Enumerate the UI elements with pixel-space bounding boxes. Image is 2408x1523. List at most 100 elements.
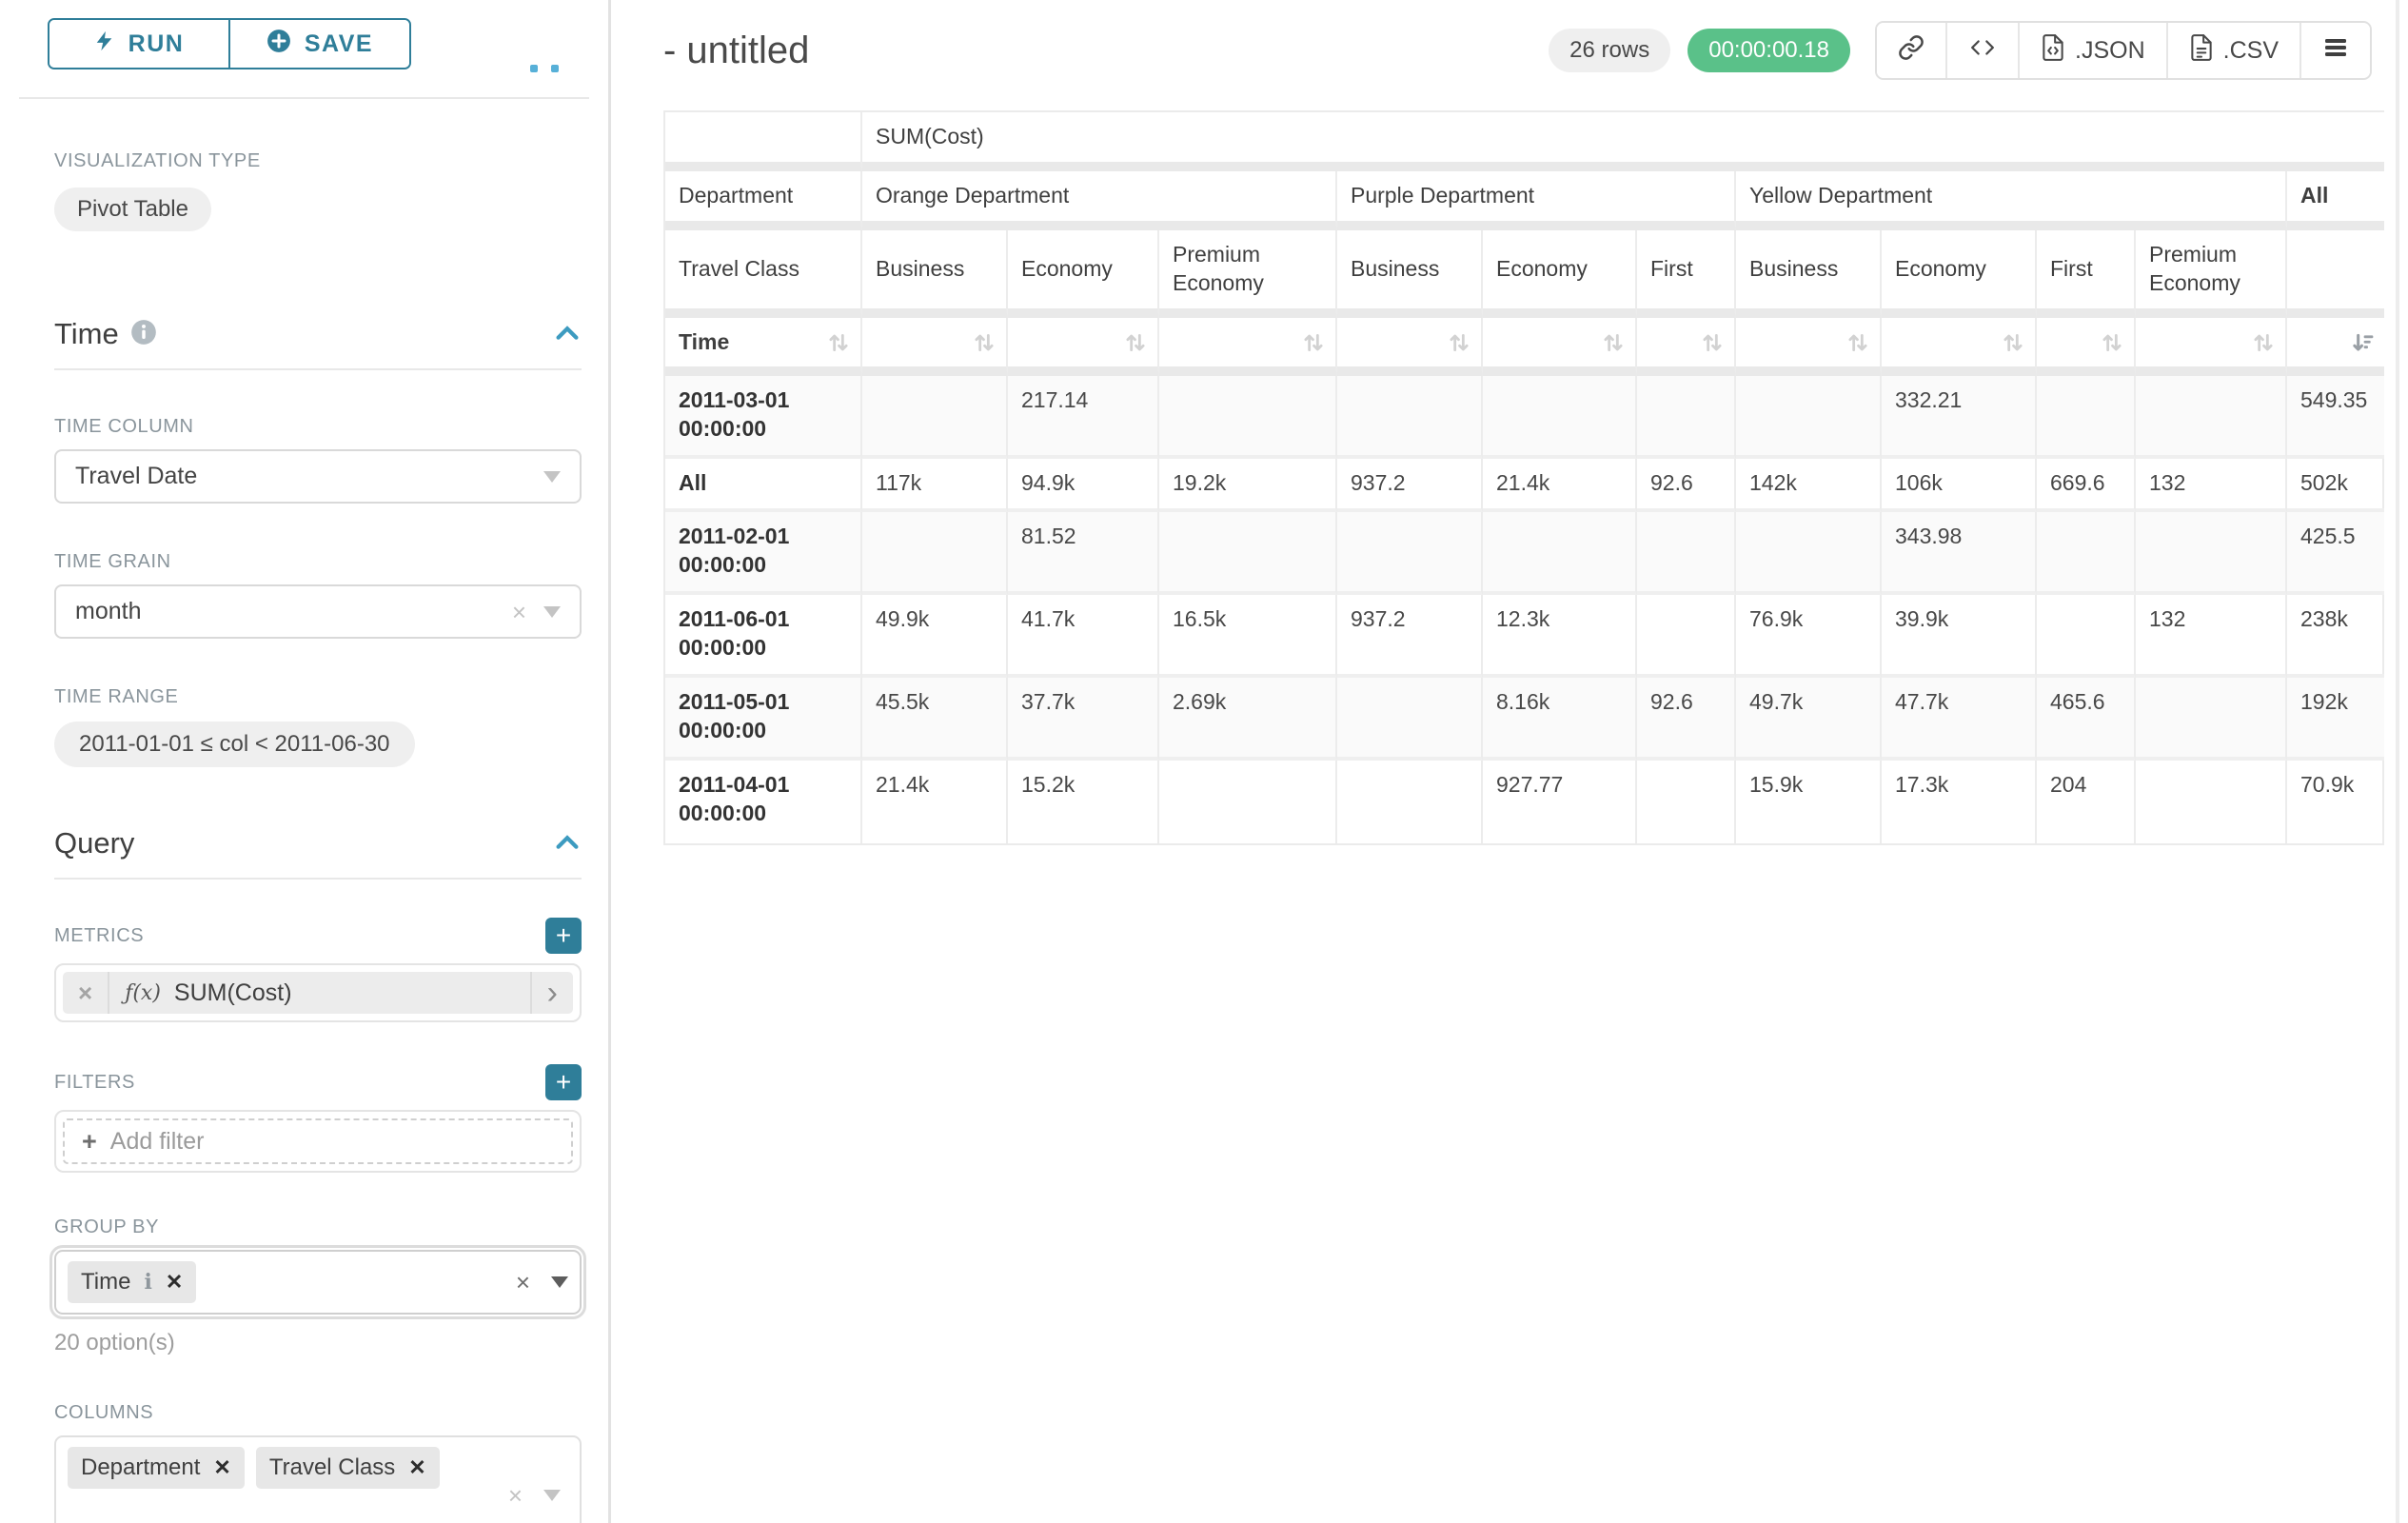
pivot-row-header: 2011-03-01 00:00:00	[665, 376, 862, 460]
sort-descending-icon[interactable]	[2350, 331, 2375, 354]
add-filter-dropzone[interactable]: + Add filter	[63, 1118, 573, 1164]
pivot-sort-cell[interactable]	[1637, 317, 1736, 377]
group-by-select[interactable]: Time i ✕ ×	[49, 1245, 586, 1319]
pivot-header-label: Orange Department	[876, 182, 1070, 208]
metric-chip[interactable]: × ƒ(x) SUM(Cost) ›	[63, 972, 573, 1014]
pivot-sort-cell[interactable]	[2136, 317, 2287, 377]
pivot-class-header: Business	[862, 229, 1008, 318]
pivot-sort-cell[interactable]	[1483, 317, 1637, 377]
remove-metric-icon[interactable]: ×	[63, 972, 110, 1014]
pivot-value-cell: 92.6	[1637, 459, 1736, 513]
plus-circle-icon	[266, 29, 291, 60]
chip-remove-icon[interactable]: ✕	[165, 1270, 184, 1294]
pivot-sort-cell[interactable]	[1337, 317, 1483, 377]
pivot-value-cell: 8.16k	[1483, 678, 1637, 762]
pivot-value-cell	[1337, 678, 1483, 762]
row-count-badge: 26 rows	[1549, 29, 1671, 72]
panel-resize-handle[interactable]	[530, 65, 559, 72]
pivot-value-cell: 76.9k	[1736, 595, 1882, 679]
sort-arrows-icon[interactable]	[826, 331, 851, 354]
x-icon[interactable]: ×	[507, 1481, 523, 1510]
sort-arrows-icon[interactable]	[972, 331, 997, 354]
pivot-sort-cell[interactable]	[1008, 317, 1159, 377]
chevron-up-icon[interactable]	[553, 323, 582, 346]
pivot-department-header: All	[2287, 170, 2385, 230]
share-link-button[interactable]	[1877, 23, 1946, 78]
pivot-value-cell	[1637, 595, 1736, 679]
chart-title[interactable]: - untitled	[663, 29, 810, 71]
pivot-value-cell: 81.52	[1008, 512, 1159, 596]
chevron-right-icon[interactable]: ›	[529, 972, 573, 1014]
pivot-class-header: Economy	[1008, 229, 1159, 318]
x-icon[interactable]: ×	[511, 597, 526, 626]
export-csv-button[interactable]: .CSV	[2165, 23, 2299, 78]
time-column-select[interactable]: Travel Date	[54, 449, 582, 504]
columns-chip[interactable]: Department ✕	[68, 1447, 245, 1489]
pivot-sort-cell[interactable]	[1736, 317, 1882, 377]
pivot-sort-cell[interactable]: Time	[665, 317, 862, 377]
pivot-value-cell: 106k	[1882, 459, 2037, 513]
pivot-corner-cell	[665, 112, 862, 171]
pivot-row-header: 2011-02-01 00:00:00	[665, 512, 862, 596]
pivot-header-label: Purple Department	[1351, 182, 1535, 208]
pivot-sort-cell[interactable]	[862, 317, 1008, 377]
lightning-bolt-icon	[94, 30, 115, 59]
x-icon[interactable]: ×	[515, 1268, 530, 1296]
pivot-value-cell: 21.4k	[862, 761, 1008, 844]
scrollbar-track[interactable]	[2396, 0, 2399, 1523]
pivot-sort-cell[interactable]	[1159, 317, 1337, 377]
visualization-type-value[interactable]: Pivot Table	[54, 188, 211, 231]
sort-arrows-icon[interactable]	[1700, 331, 1725, 354]
pivot-value-cell	[2136, 376, 2287, 460]
sort-arrows-icon[interactable]	[1845, 331, 1870, 354]
sort-arrows-icon[interactable]	[1447, 331, 1471, 354]
chart-panel: - untitled 26 rows 00:00:00.18	[611, 0, 2408, 1523]
time-grain-select[interactable]: month ×	[54, 584, 582, 639]
pivot-class-header: Economy	[1882, 229, 2037, 318]
pivot-table-row: All 117k 94.9k 19.2k 937.2 21.4k 92.6 142k 106k 6…	[665, 459, 2385, 513]
pivot-sort-cell[interactable]	[1882, 317, 2037, 377]
columns-chip[interactable]: Travel Class ✕	[255, 1447, 440, 1489]
pivot-header-label: Business	[1749, 255, 1839, 281]
chevron-up-icon[interactable]	[553, 832, 582, 856]
pivot-sort-cell[interactable]	[2287, 317, 2385, 377]
sort-arrows-icon[interactable]	[1123, 331, 1148, 354]
pivot-value-cell: 217.14	[1008, 376, 1159, 460]
pivot-value-cell: 49.7k	[1736, 678, 1882, 762]
add-metric-button[interactable]: +	[545, 918, 582, 954]
pivot-row-header: 2011-05-01 00:00:00	[665, 678, 862, 762]
pivot-value-cell: 669.6	[2037, 459, 2136, 513]
sort-arrows-icon[interactable]	[2001, 331, 2025, 354]
save-button[interactable]: SAVE	[228, 20, 409, 68]
pivot-value-cell: 238k	[2287, 595, 2385, 679]
code-icon	[1968, 35, 1997, 67]
chip-remove-icon[interactable]: ✕	[408, 1455, 426, 1479]
export-button-group: .JSON .CSV	[1875, 21, 2372, 80]
pivot-value-cell: 937.2	[1337, 595, 1483, 679]
pivot-header-label: First	[2050, 255, 2093, 281]
columns-select[interactable]: Department ✕ Travel Class ✕ ×	[54, 1435, 582, 1523]
pivot-header-label: Business	[1351, 255, 1440, 281]
sort-arrows-icon[interactable]	[2251, 331, 2276, 354]
sort-arrows-icon[interactable]	[1601, 331, 1626, 354]
time-range-value[interactable]: 2011-01-01 ≤ col < 2011-06-30	[54, 722, 415, 767]
export-json-button[interactable]: .JSON	[2018, 23, 2166, 78]
caret-down-icon	[543, 470, 561, 483]
pivot-class-header: First	[2037, 229, 2136, 318]
pivot-value-cell: 2.69k	[1159, 678, 1337, 762]
menu-button[interactable]	[2299, 23, 2370, 78]
embed-code-button[interactable]	[1945, 23, 2019, 78]
query-section-title: Query	[54, 826, 135, 860]
control-panel-top: Chart Type RUN SAVE	[19, 0, 589, 99]
pivot-value-cell	[1483, 512, 1637, 596]
chip-remove-icon[interactable]: ✕	[213, 1455, 231, 1479]
run-button[interactable]: RUN	[49, 20, 228, 68]
add-filter-button[interactable]: +	[545, 1064, 582, 1100]
pivot-sort-cell[interactable]	[2037, 317, 2136, 377]
pivot-header-label: Economy	[1021, 255, 1113, 281]
pivot-value-cell: 45.5k	[862, 678, 1008, 762]
groupby-chip[interactable]: Time i ✕	[68, 1261, 197, 1303]
sort-arrows-icon[interactable]	[1301, 331, 1326, 354]
sort-arrows-icon[interactable]	[2100, 331, 2124, 354]
hamburger-icon	[2322, 36, 2349, 66]
